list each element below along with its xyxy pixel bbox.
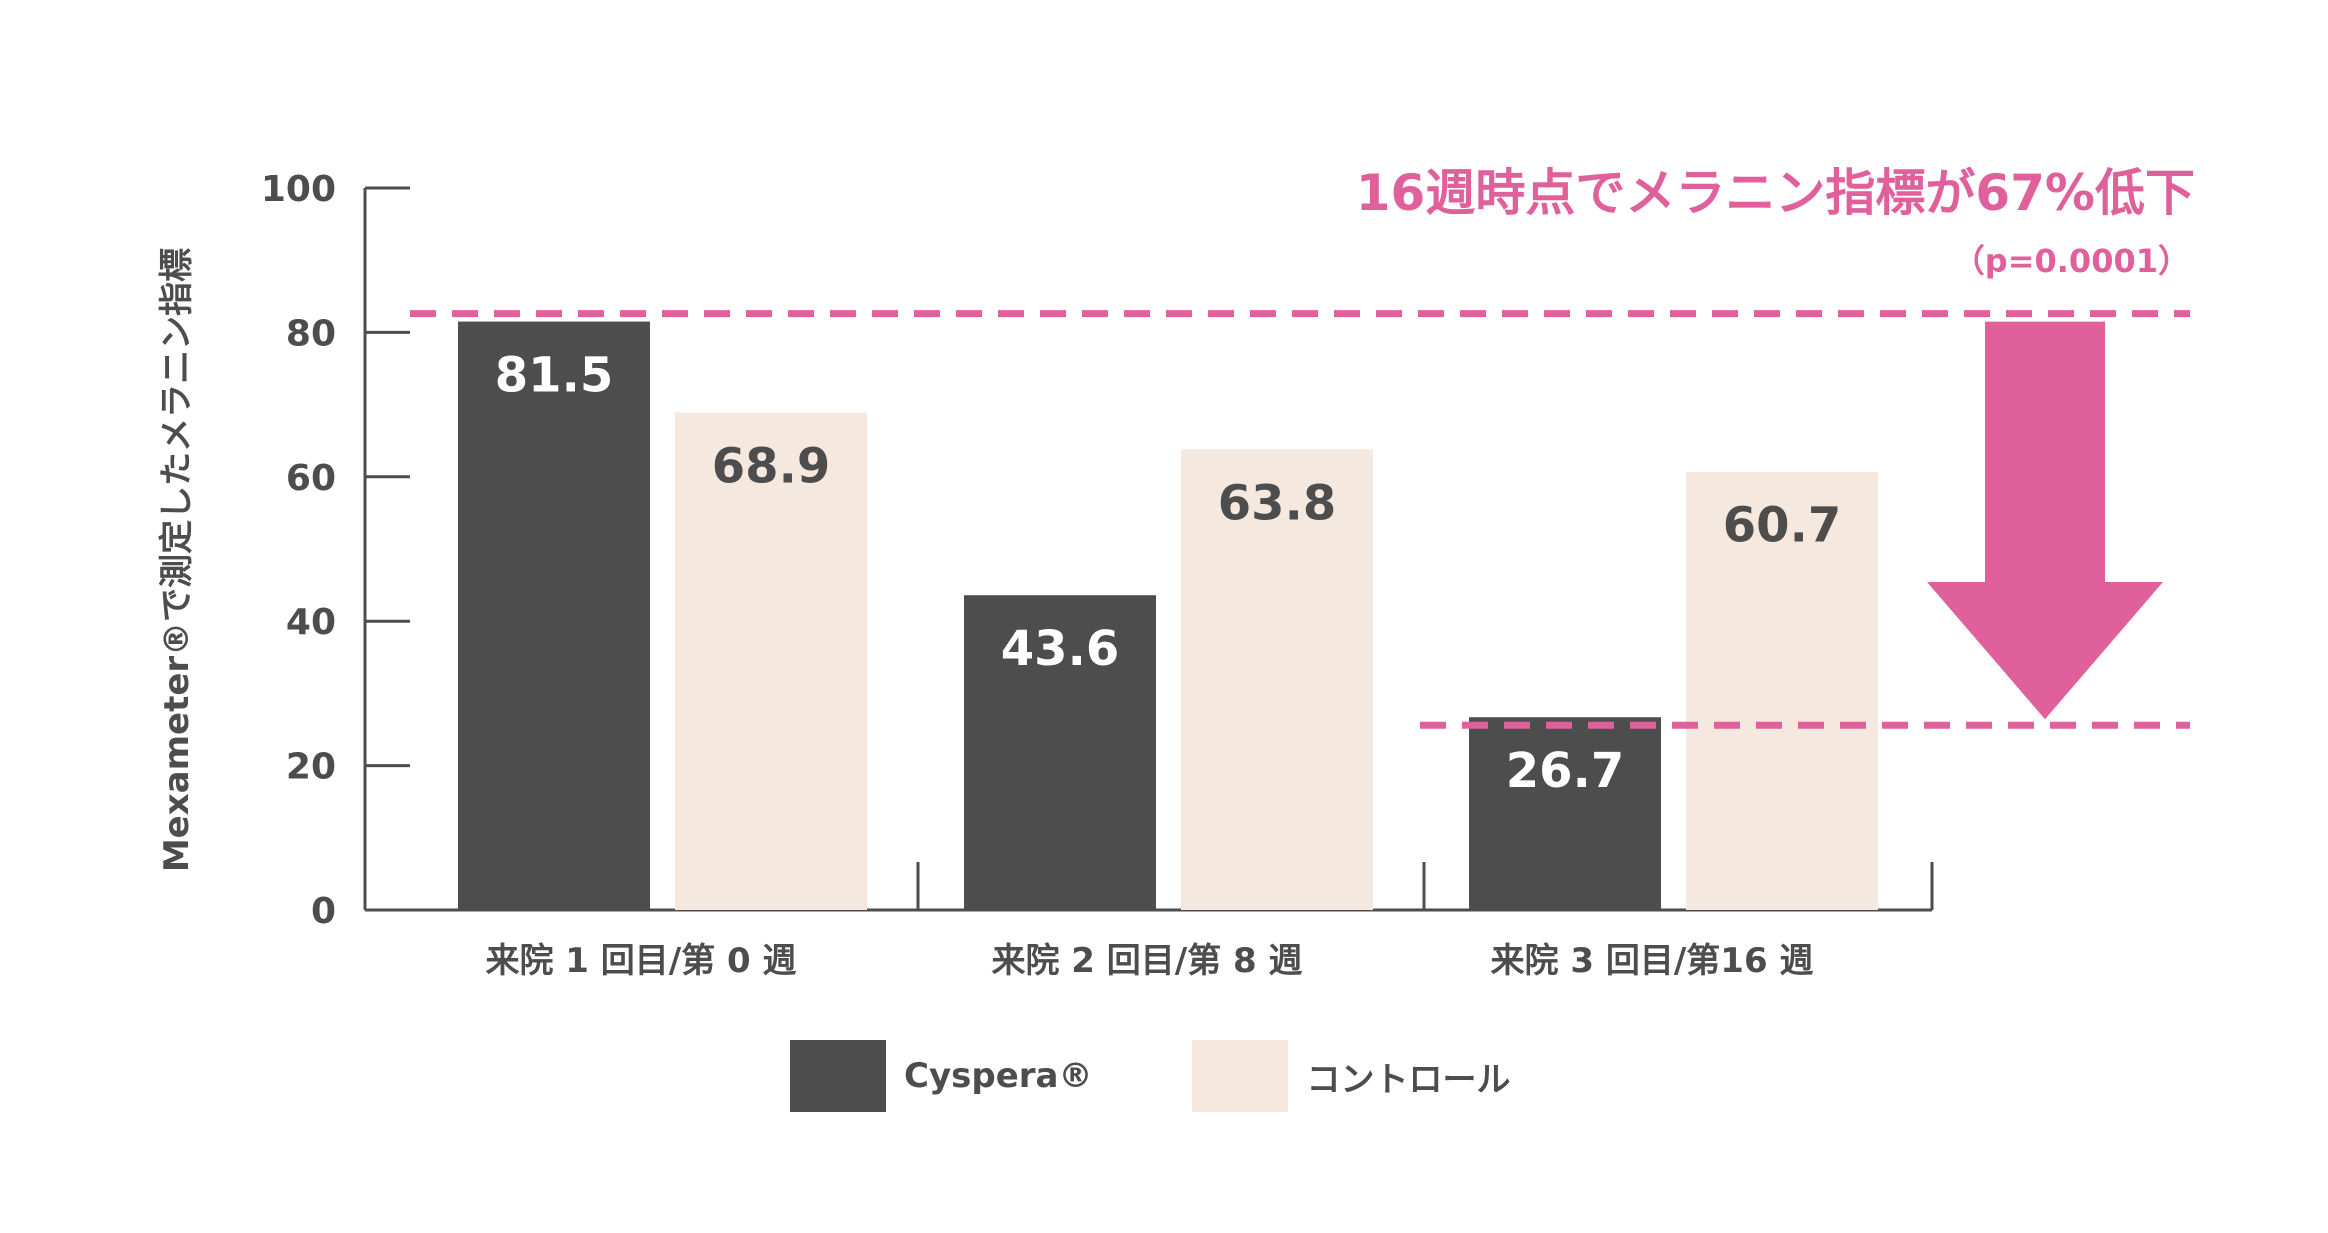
bar: [964, 595, 1156, 910]
x-axis: 来院 1 回目/第 0 週 来院 2 回目/第 8 週 来院 3 回目/第16 週: [365, 862, 1934, 981]
y-tick-label: 40: [286, 602, 336, 643]
annotation-p-value: （p=0.0001）: [1953, 242, 2190, 280]
legend: Cyspera® コントロール: [790, 1040, 1610, 1112]
y-tick-label: 100: [261, 169, 336, 210]
legend-label-control: コントロール: [1306, 1059, 1511, 1100]
bar-value-labels: 81.5 43.6 26.7 68.9 63.8 60.7: [495, 348, 1841, 800]
bar: [675, 412, 867, 910]
y-tick-label: 60: [286, 458, 336, 499]
bar-value-label: 26.7: [1506, 743, 1624, 799]
x-tick-label: 来院 3 回目/第16 週: [1491, 941, 1814, 981]
y-axis-label: Mexameter®で測定したメラニン指標: [157, 248, 197, 872]
decrease-arrow-icon: [1927, 321, 2163, 720]
bars: [458, 321, 1878, 910]
legend-swatch-control: [1192, 1040, 1289, 1112]
annotation: [410, 310, 2190, 729]
x-tick-label: 来院 2 回目/第 8 週: [991, 941, 1302, 981]
bar: [458, 321, 650, 910]
y-axis: 0 20 40 60 80 100: [261, 169, 410, 932]
y-tick-label: 80: [286, 313, 336, 354]
bar-value-label: 68.9: [712, 439, 830, 495]
bar-value-label: 60.7: [1723, 498, 1841, 554]
bar-value-label: 81.5: [495, 348, 613, 404]
legend-item-cyspera: Cyspera®: [790, 1040, 1092, 1112]
legend-swatch-cyspera: [790, 1040, 886, 1112]
legend-item-control: コントロール: [1192, 1040, 1510, 1112]
y-tick-label: 20: [286, 747, 336, 788]
bar: [1469, 717, 1661, 910]
annotation-title: 16週時点でメラニン指標が67%低下: [1356, 164, 2195, 222]
bar-value-label: 63.8: [1218, 475, 1336, 531]
bar-value-label: 43.6: [1001, 621, 1119, 677]
y-tick-label: 0: [311, 891, 336, 932]
legend-label-cyspera: Cyspera®: [904, 1056, 1093, 1096]
bar: [1181, 449, 1373, 910]
x-tick-label: 来院 1 回目/第 0 週: [485, 941, 796, 981]
bar: [1686, 471, 1878, 910]
